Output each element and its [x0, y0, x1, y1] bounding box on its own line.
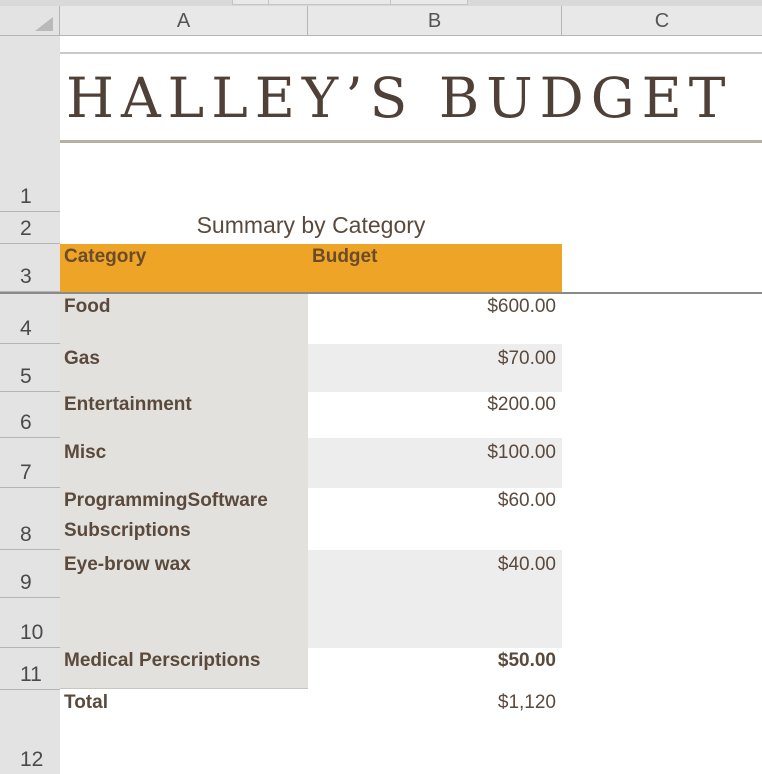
- table-header-row: [60, 244, 562, 292]
- category-cell[interactable]: Entertainment: [64, 394, 192, 415]
- window-top-strip: [0, 0, 762, 6]
- header-category[interactable]: Category: [64, 246, 147, 267]
- toolbar-segment: [232, 0, 270, 5]
- row-header-2[interactable]: 2: [0, 212, 60, 244]
- row-header-5[interactable]: 5: [0, 344, 60, 392]
- row-header-8[interactable]: 8: [0, 488, 60, 550]
- budget-cell[interactable]: $200.00: [487, 394, 556, 415]
- category-cell[interactable]: Medical Perscriptions: [64, 650, 261, 671]
- total-value[interactable]: $1,120: [497, 692, 556, 713]
- row-header-9[interactable]: 9: [0, 550, 60, 598]
- toolbar-segment: [390, 0, 468, 5]
- budget-cell[interactable]: $70.00: [497, 348, 556, 369]
- column-header-a[interactable]: A: [60, 6, 308, 36]
- toolbar-segment: [268, 0, 392, 5]
- select-all-corner[interactable]: [0, 6, 60, 36]
- category-cell[interactable]: Eye-brow wax: [64, 554, 191, 575]
- title-bottom-rule: [60, 140, 762, 143]
- row-band: [308, 438, 562, 488]
- table-divider: [0, 292, 762, 294]
- budget-cell[interactable]: $50.00: [497, 650, 556, 671]
- row-header-7[interactable]: 7: [0, 438, 60, 488]
- budget-cell[interactable]: $60.00: [497, 490, 556, 511]
- row-header-4[interactable]: 4: [0, 294, 60, 344]
- row-header-1[interactable]: 1: [0, 36, 60, 212]
- table-subtitle[interactable]: Summary by Category: [196, 212, 426, 238]
- category-cell[interactable]: Misc: [64, 442, 107, 463]
- row-band: [308, 344, 562, 392]
- row-header-3[interactable]: 3: [0, 244, 60, 292]
- category-cell[interactable]: ProgrammingSoftware Subscriptions: [64, 490, 268, 541]
- row-header-11[interactable]: 11: [0, 648, 60, 690]
- category-cell[interactable]: Gas: [64, 348, 100, 369]
- column-header-b[interactable]: B: [308, 6, 562, 36]
- sheet-title[interactable]: HALLEY’S BUDGET: [66, 66, 733, 130]
- total-label[interactable]: Total: [64, 692, 108, 713]
- title-top-rule: [60, 52, 762, 54]
- column-header-c[interactable]: C: [562, 6, 762, 36]
- category-cell[interactable]: Food: [64, 296, 111, 317]
- row-header-6[interactable]: 6: [0, 392, 60, 438]
- row-header-10[interactable]: 10: [0, 598, 60, 648]
- row-header-12[interactable]: 12: [0, 690, 60, 774]
- budget-cell[interactable]: $600.00: [487, 296, 556, 317]
- category-column-fill: [60, 294, 308, 689]
- header-budget[interactable]: Budget: [312, 246, 378, 267]
- row-band: [308, 550, 562, 648]
- budget-cell[interactable]: $100.00: [487, 442, 556, 463]
- select-all-icon: [35, 17, 53, 31]
- budget-cell[interactable]: $40.00: [497, 554, 556, 575]
